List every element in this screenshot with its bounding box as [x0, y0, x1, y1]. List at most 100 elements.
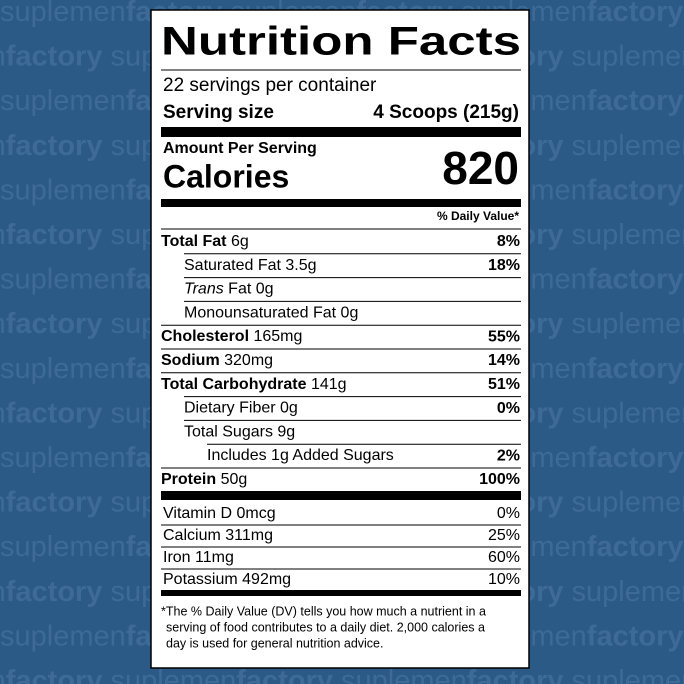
- vitamin-name: Calcium: [163, 527, 221, 544]
- nutrient-italic: Trans: [184, 281, 224, 298]
- watermark-bold: factory: [587, 620, 684, 652]
- servings: 22 servings per container: [163, 75, 377, 96]
- thick-rule: [161, 199, 521, 207]
- nutrient-amount: 141g: [311, 376, 347, 393]
- nutrient: Trans Fat 0g: [184, 281, 274, 298]
- watermark-bold: factory: [587, 442, 684, 474]
- watermark-bold: factory: [587, 263, 684, 295]
- nutrient-amount: 165mg: [253, 328, 302, 345]
- nutrient-name: Saturated Fat: [184, 257, 282, 274]
- nutrient-name: Includes 1g Added Sugars: [207, 447, 394, 464]
- vitamin-amount: 0mcg: [237, 505, 276, 522]
- watermark-light: suplemen: [0, 174, 126, 206]
- vitamin-amount: 11mg: [195, 549, 234, 566]
- nutrition-label: Nutrition Facts 22 servings per containe…: [161, 20, 521, 650]
- nutrient: Total Sugars 9g: [184, 424, 295, 441]
- thick-rule: [161, 590, 521, 596]
- nutrient-dv: 14%: [488, 352, 520, 369]
- nutrient-dv: 100%: [479, 471, 520, 488]
- nutrient: Includes 1g Added Sugars: [207, 447, 394, 464]
- watermark-light: suplemen: [0, 397, 6, 429]
- nutrient-name: Dietary Fiber: [184, 400, 276, 417]
- vitamin: Vitamin D 0mcg: [163, 505, 276, 522]
- dv-header: % Daily Value*: [437, 209, 519, 223]
- nutrient-dv: 55%: [488, 328, 520, 345]
- nutrient-name: Sodium: [161, 352, 220, 369]
- watermark-row: suplemenfactory suplemenfactory suplemen…: [0, 665, 684, 684]
- watermark-bold: factory: [587, 0, 684, 28]
- nutrient: Saturated Fat 3.5g: [184, 257, 317, 274]
- watermark-light: suplemen: [572, 486, 684, 518]
- watermark-light: suplemen: [0, 442, 126, 474]
- nutrient: Dietary Fiber 0g: [184, 400, 298, 417]
- serving-size-value: 4 Scoops (215g): [373, 102, 519, 123]
- nutrient-amount: 50g: [221, 471, 248, 488]
- nutrient-name: Total Sugars: [184, 424, 273, 441]
- watermark-light: suplemen: [0, 665, 6, 684]
- nutrient-name: Total Carbohydrate: [161, 376, 307, 393]
- watermark-light: suplemen: [0, 352, 126, 384]
- watermark-light: suplemen: [0, 620, 126, 652]
- watermark-light: suplemen: [572, 575, 684, 607]
- vitamin-dv: 60%: [488, 549, 520, 566]
- watermark-bold: factory: [6, 129, 103, 161]
- nutrient-amount: 0g: [280, 400, 298, 417]
- watermark-bold: factory: [587, 352, 684, 384]
- thick-rule: [161, 127, 521, 137]
- vitamin-name: Iron: [163, 549, 191, 566]
- nutrient-dv: 8%: [497, 233, 520, 250]
- nutrient: Sodium 320mg: [161, 352, 273, 369]
- vitamin-amount: 492mg: [242, 571, 291, 588]
- thick-rule: [161, 491, 521, 500]
- serving-size-label: Serving size: [163, 102, 274, 123]
- label-panel: [150, 9, 530, 669]
- watermark-light: suplemen: [572, 129, 684, 161]
- nutrient-name: Monounsaturated Fat: [184, 305, 337, 322]
- watermark-light: suplemen: [572, 219, 684, 251]
- vitamin: Potassium 492mg: [163, 571, 291, 588]
- nutrient-dv: 2%: [497, 447, 520, 464]
- amount-per-serving: Amount Per Serving: [163, 140, 317, 157]
- watermark-light: suplemen: [572, 40, 684, 72]
- vitamin-name: Potassium: [163, 571, 238, 588]
- nutrient: Protein 50g: [161, 471, 247, 488]
- nutrient-name: Fat: [228, 281, 252, 298]
- watermark-bold: factory: [6, 575, 103, 607]
- nutrient-dv: 18%: [488, 257, 520, 274]
- watermark-bold: factory: [587, 85, 684, 117]
- vitamin-dv: 25%: [488, 527, 520, 544]
- watermark-light: suplemen: [0, 129, 6, 161]
- nutrient-name: Protein: [161, 471, 216, 488]
- watermark-light: suplemen: [572, 665, 684, 684]
- calories-value: 820: [442, 142, 519, 194]
- watermark-bold: factory: [6, 397, 103, 429]
- watermark-light: suplemen: [0, 308, 6, 340]
- nutrient-amount: 9g: [277, 424, 295, 441]
- calories-label: Calories: [163, 158, 289, 194]
- nutrient: Total Fat 6g: [161, 233, 249, 250]
- nutrient-amount: 3.5g: [285, 257, 316, 274]
- vitamin-name: Vitamin D: [163, 505, 232, 522]
- watermark-light: suplemen: [0, 85, 126, 117]
- watermark-light: suplemen: [572, 308, 684, 340]
- watermark-light: suplemen: [0, 219, 6, 251]
- watermark-light: suplemen: [111, 665, 237, 684]
- vitamin-dv: 10%: [488, 571, 520, 588]
- watermark-bold: factory: [6, 219, 103, 251]
- watermark-bold: factory: [467, 665, 564, 684]
- watermark-bold: factory: [6, 40, 103, 72]
- nutrient: Total Carbohydrate 141g: [161, 376, 347, 393]
- nutrient: Monounsaturated Fat 0g: [184, 305, 358, 322]
- vitamin: Iron 11mg: [163, 549, 234, 566]
- vitamin: Calcium 311mg: [163, 527, 273, 544]
- watermark-light: suplemen: [341, 665, 467, 684]
- watermark-bold: factory: [587, 531, 684, 563]
- nutrient-amount: 6g: [231, 233, 249, 250]
- watermark-light: suplemen: [0, 263, 126, 295]
- watermark-light: suplemen: [0, 486, 6, 518]
- watermark-light: suplemen: [0, 575, 6, 607]
- watermark-light: suplemen: [572, 397, 684, 429]
- vitamin-dv: 0%: [497, 505, 520, 522]
